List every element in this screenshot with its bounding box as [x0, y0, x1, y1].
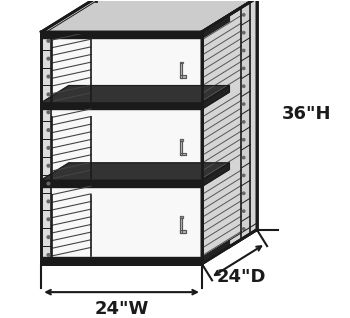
- Polygon shape: [180, 139, 183, 141]
- Circle shape: [243, 103, 245, 105]
- Polygon shape: [41, 257, 202, 264]
- Polygon shape: [241, 2, 250, 239]
- Polygon shape: [41, 163, 229, 180]
- Circle shape: [47, 254, 50, 256]
- Polygon shape: [180, 141, 182, 155]
- Circle shape: [47, 147, 50, 149]
- Circle shape: [47, 236, 50, 238]
- Polygon shape: [180, 218, 182, 232]
- Circle shape: [47, 75, 50, 78]
- Circle shape: [243, 121, 245, 123]
- Polygon shape: [202, 240, 229, 264]
- Circle shape: [47, 182, 50, 185]
- Circle shape: [47, 111, 50, 114]
- Polygon shape: [41, 0, 257, 32]
- Circle shape: [47, 39, 50, 42]
- Polygon shape: [41, 86, 229, 103]
- Polygon shape: [180, 75, 186, 78]
- Circle shape: [47, 57, 50, 60]
- Circle shape: [243, 210, 245, 212]
- Polygon shape: [41, 32, 202, 38]
- Text: 24"D: 24"D: [216, 268, 266, 286]
- Circle shape: [243, 228, 245, 230]
- Polygon shape: [41, 103, 202, 109]
- Circle shape: [243, 174, 245, 176]
- Polygon shape: [202, 163, 229, 187]
- Polygon shape: [180, 62, 183, 63]
- Circle shape: [243, 14, 245, 16]
- Circle shape: [243, 49, 245, 52]
- Polygon shape: [202, 0, 257, 264]
- Circle shape: [47, 218, 50, 221]
- Polygon shape: [41, 180, 202, 187]
- Polygon shape: [202, 86, 229, 109]
- Circle shape: [47, 93, 50, 96]
- Polygon shape: [180, 216, 183, 218]
- Circle shape: [243, 31, 245, 34]
- Circle shape: [243, 139, 245, 141]
- Text: 24"W: 24"W: [94, 300, 149, 318]
- Circle shape: [243, 192, 245, 195]
- Text: 36"H: 36"H: [281, 105, 331, 123]
- Polygon shape: [202, 15, 229, 38]
- Circle shape: [47, 129, 50, 131]
- Polygon shape: [180, 153, 186, 155]
- Circle shape: [47, 200, 50, 203]
- Polygon shape: [41, 32, 51, 264]
- Circle shape: [243, 156, 245, 159]
- Polygon shape: [180, 230, 186, 232]
- Polygon shape: [41, 32, 202, 264]
- Circle shape: [47, 164, 50, 167]
- Polygon shape: [180, 63, 182, 78]
- Circle shape: [243, 85, 245, 87]
- Circle shape: [243, 67, 245, 70]
